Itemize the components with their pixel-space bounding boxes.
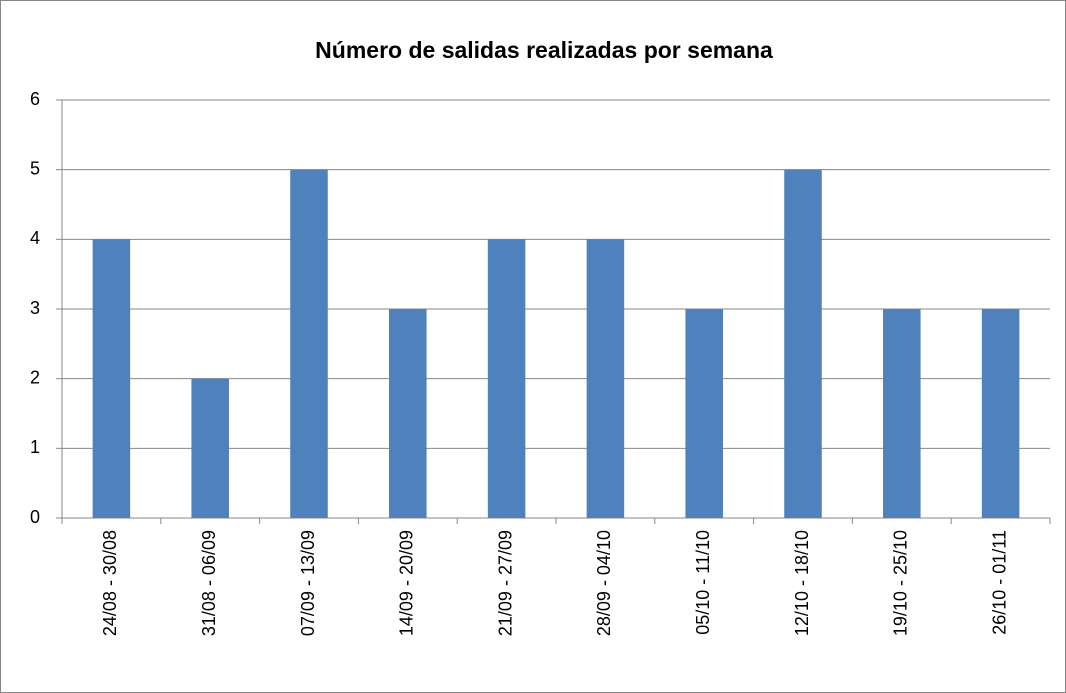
y-tick-label: 4 <box>30 228 40 248</box>
bar <box>290 169 328 518</box>
x-tick-label: 05/10 - 11/10 <box>693 530 713 635</box>
x-tick-label: 24/08 - 30/08 <box>100 530 120 636</box>
bar <box>191 378 229 518</box>
x-tick-label: 12/10 - 18/10 <box>792 530 812 636</box>
x-tick-label: 19/10 - 25/10 <box>891 530 911 636</box>
x-tick-label: 31/08 - 06/09 <box>199 530 219 636</box>
y-tick-label: 6 <box>30 89 40 109</box>
x-tick-label: 26/10 - 01/11 <box>989 530 1009 635</box>
bar <box>883 309 921 518</box>
bar <box>92 239 131 519</box>
x-tick-label: 14/09 - 20/09 <box>397 530 417 636</box>
x-tick-label: 28/09 - 04/10 <box>594 530 614 636</box>
y-tick-label: 0 <box>30 507 40 527</box>
y-tick-label: 5 <box>30 158 40 178</box>
y-tick-label: 1 <box>30 437 40 457</box>
bar <box>389 309 427 518</box>
chart-title: Número de salidas realizadas por semana <box>315 37 773 63</box>
bar <box>487 239 526 519</box>
bar <box>586 239 625 519</box>
x-tick-label: 07/09 - 13/09 <box>298 530 318 636</box>
bar <box>685 309 723 518</box>
x-tick-label: 21/09 - 27/09 <box>495 530 515 636</box>
y-tick-label: 2 <box>30 367 40 387</box>
bar <box>981 309 1020 518</box>
y-tick-label: 3 <box>30 298 40 318</box>
bar <box>784 169 822 518</box>
